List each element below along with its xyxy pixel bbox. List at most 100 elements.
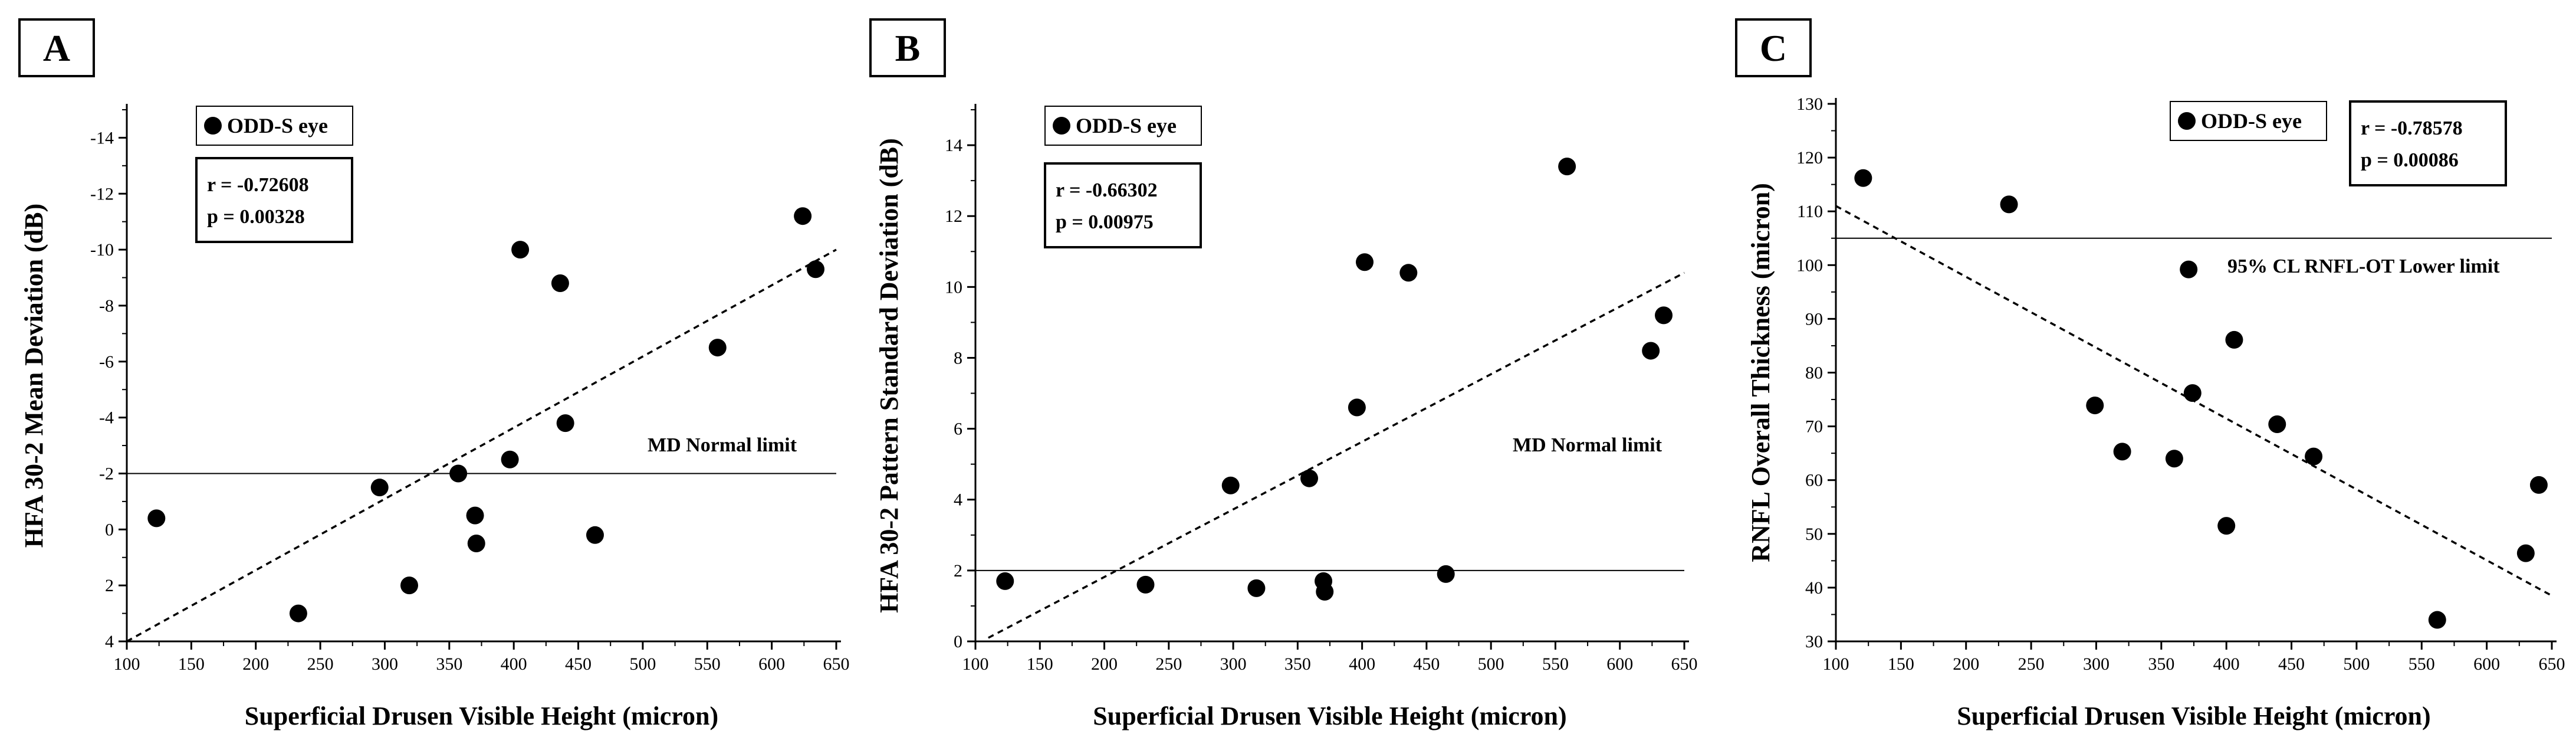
data-point	[1136, 575, 1155, 594]
data-point	[289, 604, 307, 622]
x-tick-label: 300	[1220, 654, 1247, 674]
y-tick-label: -2	[99, 464, 114, 483]
data-point	[807, 260, 825, 279]
data-point	[2165, 450, 2183, 468]
x-tick-label: 150	[1027, 654, 1053, 674]
stat-p: p = 0.00975	[1056, 211, 1154, 233]
x-tick-label: 350	[1284, 654, 1311, 674]
data-point	[2000, 195, 2018, 214]
stats-box	[2349, 100, 2507, 186]
y-axis-label: RNFL Overall Thickness (micron)	[1746, 183, 1775, 562]
y-tick-label: 0	[954, 632, 962, 651]
x-tick-label: 250	[1155, 654, 1182, 674]
data-point	[1655, 306, 1673, 325]
data-point	[400, 576, 419, 595]
x-tick-label: 450	[2278, 654, 2305, 674]
y-tick-label: 12	[945, 207, 962, 226]
y-tick-label: 60	[1805, 471, 1823, 490]
x-tick-label: 450	[565, 654, 592, 674]
x-tick-label: 400	[1349, 654, 1375, 674]
data-point	[2529, 476, 2548, 494]
panel-letter-box	[1735, 18, 1812, 77]
y-tick-label: 0	[105, 520, 114, 539]
data-point	[2268, 415, 2286, 433]
data-point	[501, 450, 519, 468]
x-tick-label: 650	[1671, 654, 1698, 674]
panel-c: C 100 150 200 250 300 350 400 450 500 550 600 650 30 4…	[1735, 18, 2565, 730]
x-tick-label: 600	[758, 654, 785, 674]
x-tick-label: 650	[823, 654, 850, 674]
y-tick-label: 14	[945, 136, 962, 155]
x-tick-label: 200	[1091, 654, 1118, 674]
y-tick-label: 120	[1796, 148, 1823, 168]
panel-letter: C	[1760, 27, 1787, 69]
x-tick-label: 100	[1823, 654, 1849, 674]
data-point	[2225, 330, 2243, 349]
y-axis-label: HFA 30-2 Mean Deviation (dB)	[19, 204, 48, 548]
stat-p: p = 0.00328	[207, 206, 305, 228]
x-tick-label: 150	[1888, 654, 1914, 674]
data-point	[1399, 264, 1418, 282]
x-tick-label: 500	[629, 654, 656, 674]
data-point	[996, 572, 1014, 590]
stat-r: r = -0.78578	[2361, 117, 2463, 139]
x-axis-label: Superficial Drusen Visible Height (micro…	[1093, 702, 1566, 730]
x-tick-label: 500	[1478, 654, 1504, 674]
stat-r: r = -0.72608	[207, 174, 309, 196]
x-tick-label: 350	[2148, 654, 2174, 674]
reference-line-label: MD Normal limit	[1513, 434, 1662, 456]
data-point	[1247, 579, 1266, 597]
data-point	[1437, 565, 1455, 583]
x-tick-label: 500	[2343, 654, 2370, 674]
data-point	[556, 414, 574, 433]
data-point	[1356, 253, 1374, 271]
x-tick-label: 400	[501, 654, 527, 674]
data-point	[1558, 158, 1576, 176]
data-point	[2217, 517, 2236, 535]
x-tick-label: 550	[694, 654, 721, 674]
panel-b: B 100 150 200 250 300 350 400 450 500 550 600 650 0 2 4…	[869, 18, 1698, 730]
x-tick-label: 100	[114, 654, 140, 674]
data-point	[1348, 398, 1366, 417]
stat-p: p = 0.00086	[2361, 149, 2459, 171]
data-point	[1300, 469, 1319, 487]
data-point	[708, 339, 727, 357]
regression-line	[126, 248, 837, 643]
data-point	[1854, 169, 1872, 187]
y-tick-label: 6	[954, 420, 962, 439]
data-point	[467, 535, 485, 553]
panel-letter: A	[43, 27, 70, 69]
legend-box	[1044, 106, 1202, 146]
y-tick-label: 30	[1805, 632, 1823, 651]
data-point	[2113, 443, 2131, 461]
y-tick-label: 2	[105, 576, 114, 595]
x-tick-label: 100	[962, 654, 989, 674]
y-tick-label: 4	[954, 490, 962, 510]
reference-line-label: MD Normal limit	[648, 434, 797, 456]
y-tick-label: 70	[1805, 417, 1823, 437]
stats-box	[1044, 162, 1202, 248]
panel-letter-box	[869, 18, 946, 77]
data-point	[2180, 260, 2198, 279]
data-point	[370, 479, 389, 497]
x-tick-label: 600	[2473, 654, 2500, 674]
y-tick-label: 90	[1805, 309, 1823, 329]
y-tick-label: -12	[90, 184, 114, 204]
data-point	[449, 464, 468, 483]
stats-box	[195, 157, 353, 243]
y-tick-label: 4	[105, 632, 114, 651]
data-point	[794, 207, 812, 225]
panel-letter: B	[895, 27, 921, 69]
y-tick-label: -6	[99, 352, 114, 372]
data-point	[551, 274, 569, 293]
x-tick-label: 650	[2539, 654, 2565, 674]
y-tick-label: -8	[99, 296, 114, 316]
x-tick-label: 350	[436, 654, 462, 674]
data-point	[1316, 582, 1334, 601]
legend-label: ODD-S eye	[227, 114, 328, 137]
y-tick-label: 100	[1796, 255, 1823, 275]
legend-box	[2170, 101, 2327, 141]
data-point	[2516, 544, 2535, 562]
x-tick-label: 250	[307, 654, 334, 674]
legend-label: ODD-S eye	[2201, 109, 2302, 133]
